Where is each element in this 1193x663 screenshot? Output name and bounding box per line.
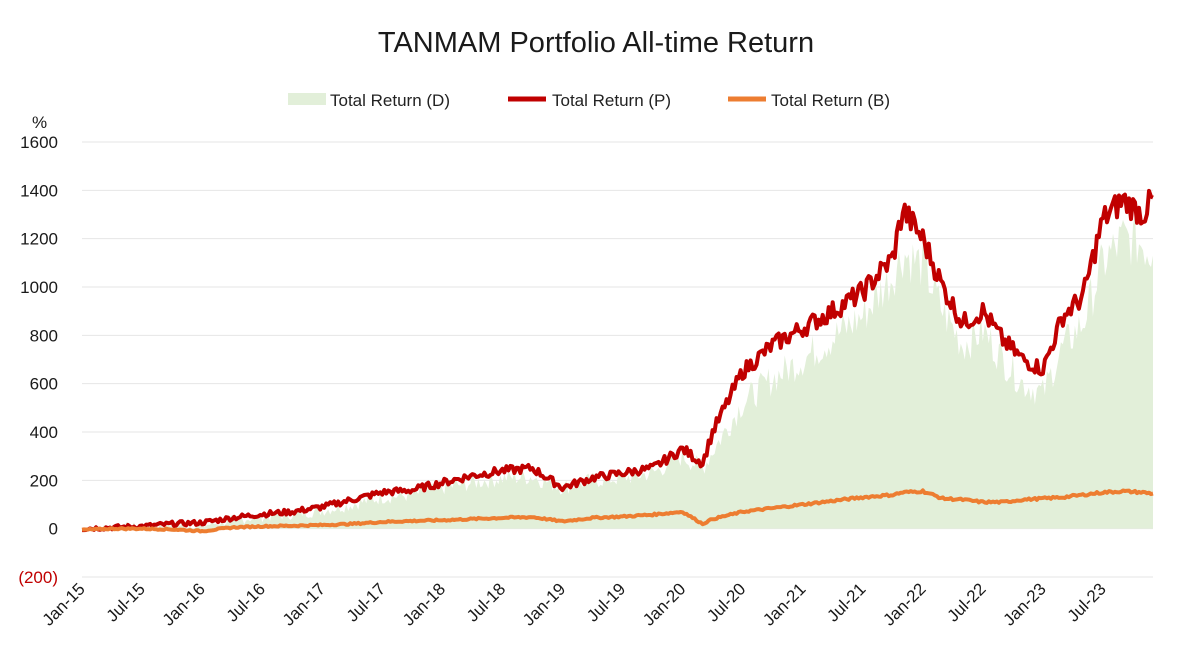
line-series-p	[82, 188, 1154, 533]
x-tick-label: Jul-16	[223, 579, 269, 625]
line-series-layer	[81, 188, 1154, 534]
legend: Total Return (D) Total Return (P) Total Re…	[288, 91, 890, 110]
x-tick-label: Jan-22	[879, 579, 929, 629]
x-tick-label: Jan-21	[759, 579, 809, 629]
legend-label: Total Return (P)	[552, 91, 671, 110]
area-series-layer	[82, 214, 1153, 533]
x-tick-label: Jan-20	[639, 579, 689, 629]
y-axis-ticks: 1600 1400 1200 1000 800 600 400 200 0 (200)	[18, 133, 58, 587]
x-tick-label: Jul-23	[1064, 579, 1110, 625]
y-tick-label: 1000	[20, 278, 58, 297]
y-tick-label: 0	[49, 520, 58, 539]
x-tick-label: Jul-22	[943, 579, 989, 625]
y-tick-label: 400	[30, 423, 58, 442]
y-tick-label: 1200	[20, 230, 58, 249]
y-tick-label: 800	[30, 326, 58, 345]
x-tick-label: Jan-17	[279, 579, 329, 629]
legend-label: Total Return (B)	[771, 91, 890, 110]
x-tick-label: Jan-16	[159, 579, 209, 629]
legend-swatch-area	[288, 93, 326, 105]
x-tick-label: Jan-18	[399, 579, 449, 629]
y-axis-unit-label: %	[32, 113, 47, 132]
x-tick-label: Jul-19	[583, 579, 629, 625]
x-tick-label: Jan-19	[519, 579, 569, 629]
y-tick-label: 1600	[20, 133, 58, 152]
y-tick-label: 1400	[20, 181, 58, 200]
area-series-d	[82, 214, 1153, 533]
x-tick-label: Jan-23	[1000, 579, 1050, 629]
y-tick-label: 600	[30, 375, 58, 394]
x-tick-label: Jul-21	[823, 579, 869, 625]
x-tick-label: Jul-18	[463, 579, 509, 625]
legend-label: Total Return (D)	[330, 91, 450, 110]
x-tick-label: Jul-15	[103, 579, 149, 625]
x-axis-ticks: Jan-15 Jul-15 Jan-16 Jul-16 Jan-17 Jul-17 Jan-…	[39, 579, 1110, 629]
y-tick-label: 200	[30, 471, 58, 490]
line-series-b	[81, 488, 1154, 534]
chart-title: TANMAM Portfolio All-time Return	[378, 27, 814, 59]
x-tick-label: Jul-20	[703, 579, 749, 625]
y-tick-label: (200)	[18, 568, 58, 587]
x-tick-label: Jul-17	[343, 579, 389, 625]
